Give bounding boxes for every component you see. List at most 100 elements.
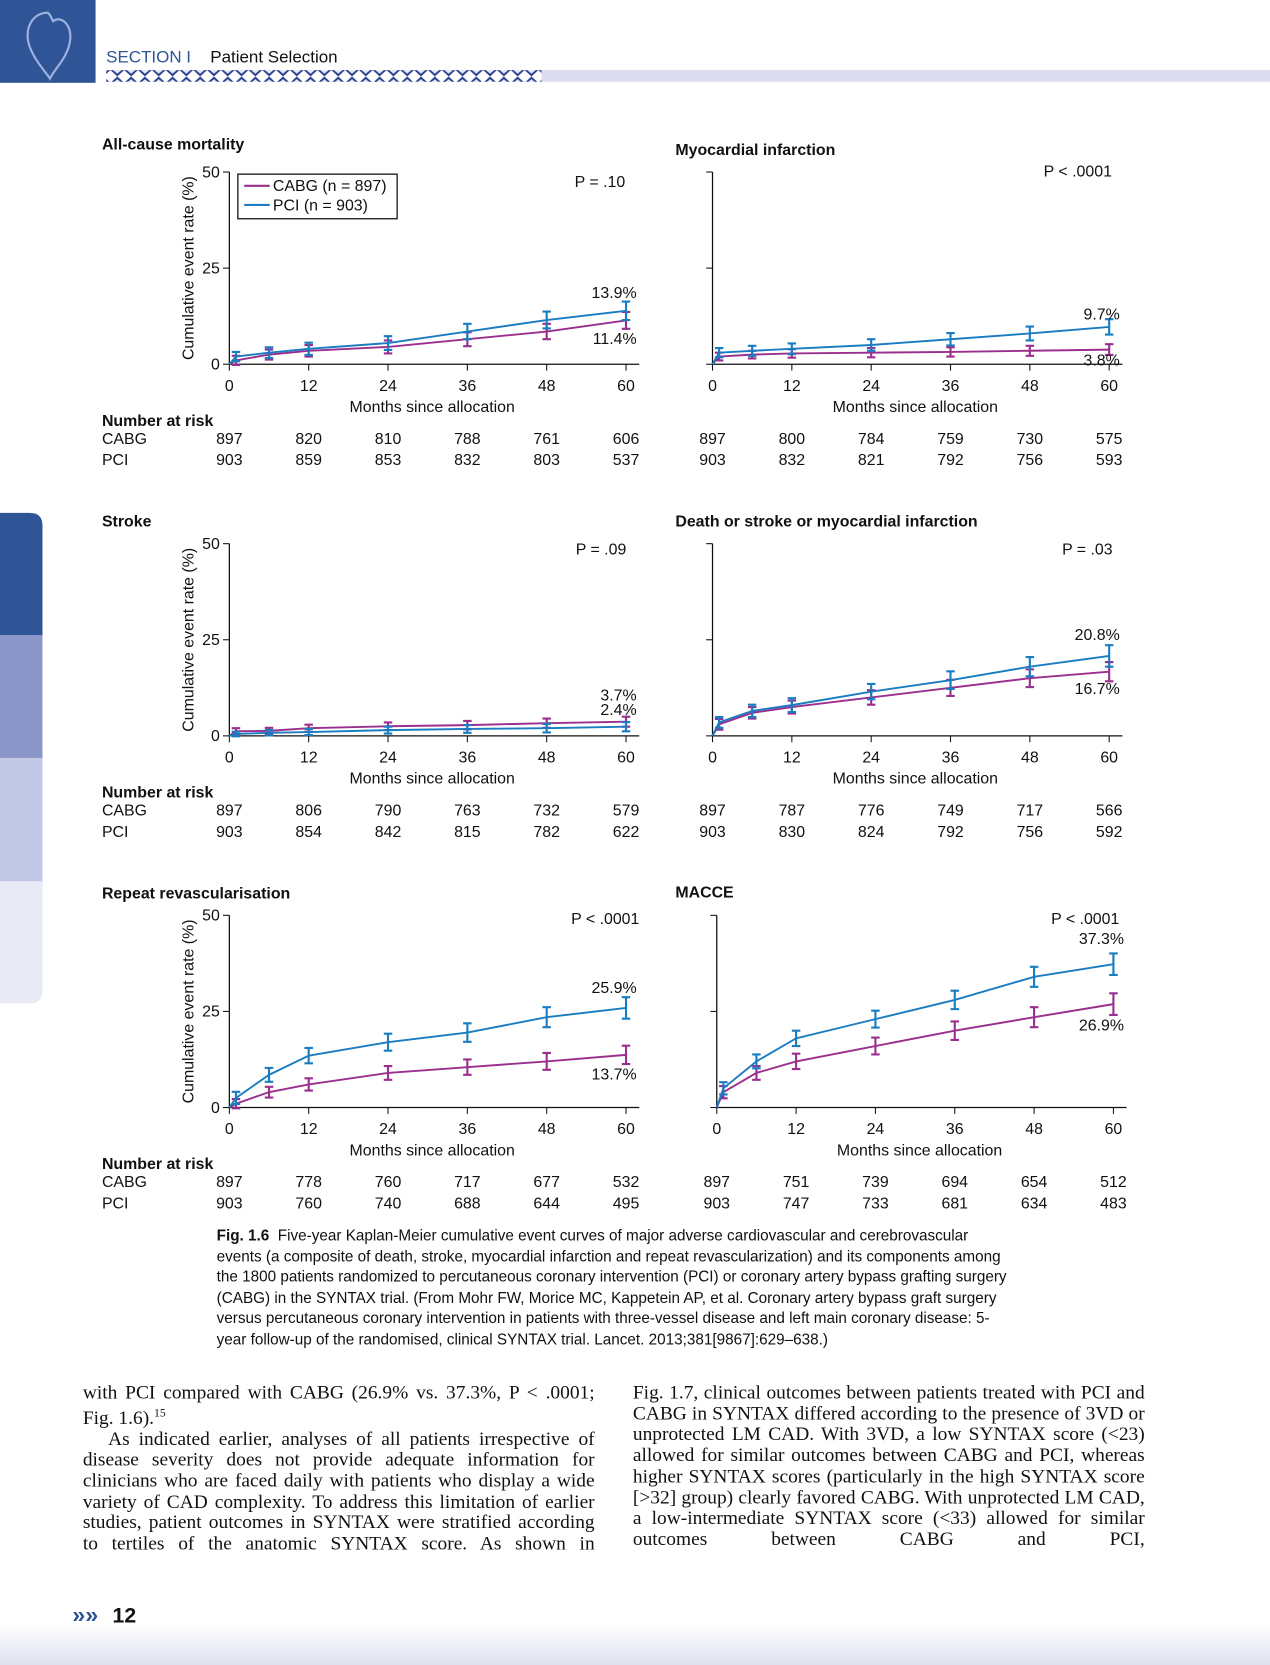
x-tick-label: 0: [225, 378, 234, 395]
risk-number: 842: [375, 824, 402, 841]
chart-title: Stroke: [102, 514, 152, 531]
error-bar: [304, 727, 313, 737]
x-tick-label: 36: [942, 749, 960, 766]
x-tick-label: 48: [538, 378, 556, 395]
error-bar: [747, 703, 757, 719]
error-bar: [1025, 344, 1035, 357]
paragraph: Fig. 1.7, clinical outcomes between pati…: [632, 1381, 1145, 1550]
error-bar: [383, 725, 393, 735]
x-tick-label: 36: [946, 1121, 964, 1138]
risk-number: 830: [779, 824, 806, 841]
paragraph-text: with PCI compared with CABG (26.9% vs. 3…: [82, 1381, 595, 1428]
error-bar: [304, 1046, 313, 1065]
error-bar: [463, 322, 472, 341]
risk-number: 483: [1100, 1195, 1127, 1212]
risk-number: 776: [858, 803, 885, 820]
chart-title: MACCE: [675, 884, 733, 901]
error-bar: [1029, 1006, 1039, 1029]
risk-number: 853: [375, 452, 402, 469]
risk-number: 747: [783, 1195, 810, 1212]
km-curve: [228, 309, 627, 365]
error-bar: [383, 1032, 393, 1052]
risk-number: 787: [779, 803, 806, 820]
risk-number: 832: [454, 452, 481, 469]
x-tick-label: 12: [300, 749, 318, 766]
x-tick-label: 48: [538, 749, 556, 766]
risk-number: 512: [1100, 1174, 1127, 1191]
y-axis-label: Cumulative event rate (%): [180, 548, 197, 732]
x-tick-label: 24: [867, 1121, 885, 1138]
header-band: [541, 70, 1270, 82]
risk-number: 694: [941, 1174, 968, 1191]
error-bar: [383, 1064, 393, 1081]
x-tick-label: 60: [617, 378, 635, 395]
caption-label: Fig. 1.6: [216, 1227, 270, 1245]
risk-number: 763: [454, 803, 481, 820]
error-bar: [621, 720, 631, 733]
risk-row-label: PCI: [102, 1195, 129, 1212]
error-bar: [463, 1058, 472, 1076]
section-label: SECTION I: [106, 48, 191, 67]
value-label: 26.9%: [1079, 1018, 1124, 1035]
error-bar: [1104, 644, 1114, 668]
risk-number: 730: [1017, 431, 1044, 448]
risk-number: 537: [613, 452, 640, 469]
risk-number: 756: [1017, 824, 1044, 841]
error-bar: [231, 1090, 241, 1106]
risk-number: 897: [699, 803, 726, 820]
risk-number: 897: [216, 431, 243, 448]
x-axis-label: Months since allocation: [350, 399, 515, 416]
risk-number: 792: [937, 452, 964, 469]
body-column-right: Fig. 1.7, clinical outcomes between pati…: [632, 1381, 1145, 1550]
risk-number: 897: [216, 1174, 243, 1191]
x-tick-label: 0: [708, 378, 717, 395]
risk-number: 832: [779, 452, 806, 469]
risk-number: 575: [1096, 431, 1123, 448]
reference: 15: [154, 1406, 166, 1420]
value-label: 16.7%: [1075, 681, 1120, 698]
x-tick-label: 24: [862, 378, 880, 395]
risk-row-label: PCI: [102, 452, 129, 469]
x-tick-label: 48: [1021, 378, 1039, 395]
y-tick-label: 0: [211, 728, 220, 745]
chart-title: All-cause mortality: [102, 137, 244, 154]
y-tick-label: 50: [202, 536, 220, 553]
y-tick-label: 25: [202, 260, 220, 277]
x-tick-label: 24: [379, 749, 397, 766]
x-tick-label: 0: [708, 749, 717, 766]
value-label: 9.7%: [1084, 307, 1120, 324]
side-tab: [0, 512, 43, 1004]
risk-number: 760: [295, 1195, 322, 1212]
x-tick-label: 0: [712, 1121, 721, 1138]
km-curve: [228, 319, 627, 366]
risk-number: 759: [937, 431, 964, 448]
y-axis-label: Cumulative event rate (%): [180, 176, 197, 360]
km-curve: [711, 325, 1110, 365]
x-tick-label: 12: [300, 378, 318, 395]
x-axis-label: Months since allocation: [350, 1142, 515, 1159]
risk-number: 644: [533, 1195, 560, 1212]
risk-number: 824: [858, 824, 885, 841]
risk-number: 740: [375, 1195, 402, 1212]
risk-number: 897: [699, 431, 726, 448]
error-bar: [871, 1009, 880, 1029]
y-tick-label: 25: [202, 1004, 220, 1021]
error-bar: [231, 730, 241, 738]
legend-label: CABG (n = 897): [273, 178, 387, 195]
risk-number: 495: [613, 1195, 640, 1212]
risk-number: 854: [295, 824, 322, 841]
value-label: 3.7%: [600, 687, 636, 704]
p-value: P < .0001: [1044, 163, 1112, 180]
paragraph: with PCI compared with CABG (26.9% vs. 3…: [82, 1381, 595, 1429]
x-tick-label: 24: [379, 378, 397, 395]
p-value: P = .10: [575, 174, 626, 191]
risk-title: Number at risk: [102, 1156, 214, 1173]
risk-number: 733: [862, 1195, 889, 1212]
risk-number: 897: [216, 803, 243, 820]
risk-number: 859: [295, 452, 322, 469]
x-axis-label: Months since allocation: [837, 1142, 1002, 1159]
risk-number: 903: [216, 824, 243, 841]
error-bar: [542, 1006, 551, 1029]
km-curve: [715, 963, 1114, 1108]
